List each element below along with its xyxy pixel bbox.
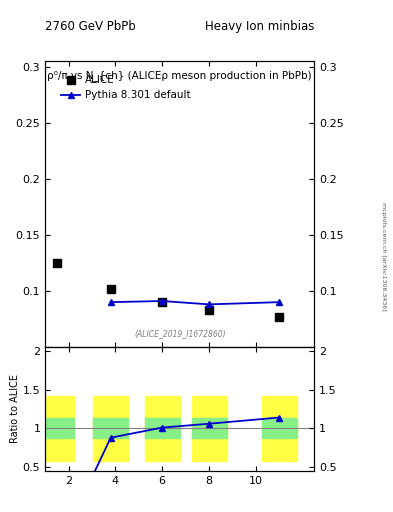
Bar: [39, 396, 74, 461]
Bar: [262, 396, 297, 461]
ALICE: [108, 286, 113, 292]
Bar: [145, 418, 180, 438]
Pythia 8.301 default: [160, 298, 165, 304]
Bar: [39, 418, 74, 438]
Bar: [262, 418, 297, 438]
Text: ρ⁰/π vs N_{ch} (ALICEρ meson production in PbPb): ρ⁰/π vs N_{ch} (ALICEρ meson production …: [48, 70, 312, 81]
Text: 2760 GeV PbPb: 2760 GeV PbPb: [45, 20, 136, 33]
Bar: [191, 418, 227, 438]
Pythia 8.301 default: [207, 301, 211, 307]
Legend: ALICE, Pythia 8.301 default: ALICE, Pythia 8.301 default: [61, 75, 191, 100]
Pythia 8.301 default: [277, 299, 282, 305]
Bar: [93, 396, 128, 461]
Y-axis label: Ratio to ALICE: Ratio to ALICE: [10, 374, 20, 443]
Bar: [93, 418, 128, 438]
ALICE: [207, 307, 211, 313]
Pythia 8.301 default: [108, 299, 113, 305]
Text: (ALICE_2019_I1672860): (ALICE_2019_I1672860): [134, 329, 226, 338]
Line: Pythia 8.301 default: Pythia 8.301 default: [107, 297, 283, 308]
ALICE: [55, 260, 59, 266]
Text: Heavy Ion minbias: Heavy Ion minbias: [205, 20, 314, 33]
Line: ALICE: ALICE: [53, 259, 283, 321]
Text: mcplots.cern.ch [arXiv:1306.3436]: mcplots.cern.ch [arXiv:1306.3436]: [381, 202, 386, 310]
ALICE: [160, 299, 165, 305]
Bar: [145, 396, 180, 461]
Bar: [191, 396, 227, 461]
ALICE: [277, 314, 282, 320]
